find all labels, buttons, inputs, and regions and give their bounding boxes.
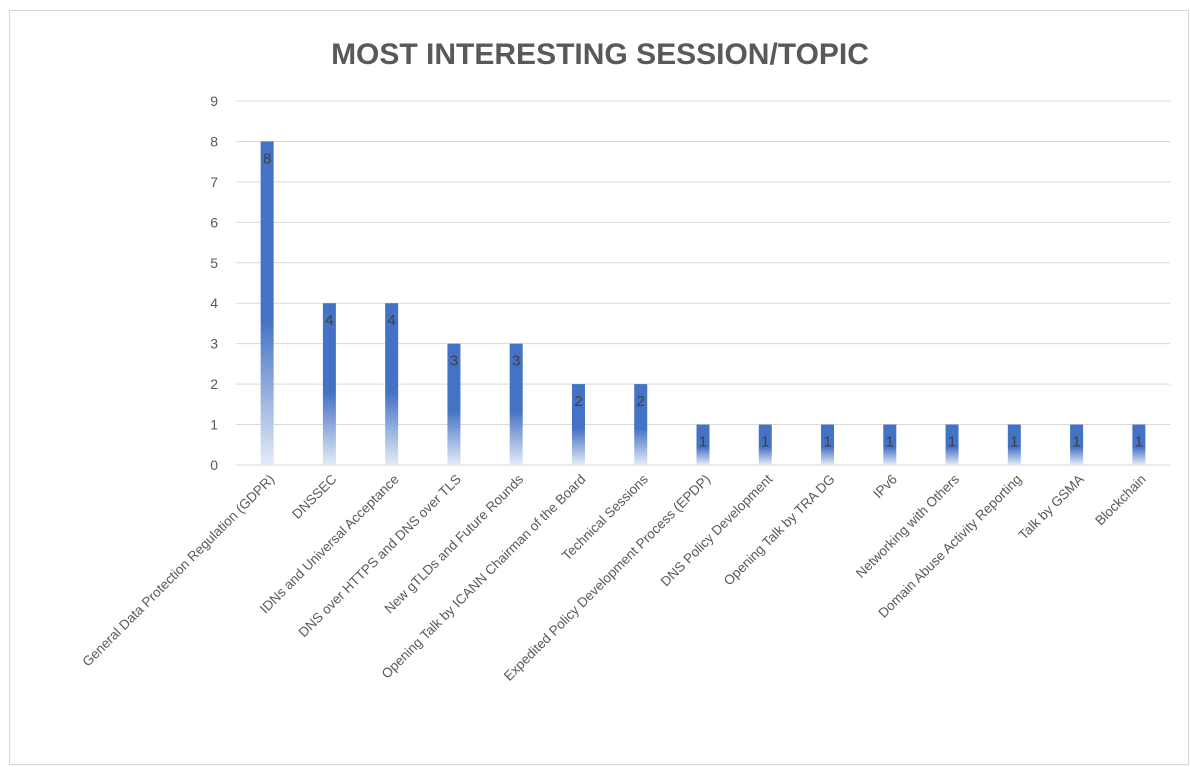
bar — [634, 384, 648, 465]
bar — [883, 424, 897, 465]
x-tick-label: DNS Policy Development — [658, 471, 776, 589]
data-label: 2 — [574, 393, 582, 410]
y-tick-label: 9 — [210, 93, 218, 109]
data-label: 1 — [1135, 434, 1143, 451]
x-tick-label: Blockchain — [1092, 472, 1149, 529]
x-tick-label: DNSSEC — [289, 471, 340, 522]
bar — [1132, 424, 1146, 465]
y-axis-ticks: 0 1 2 3 4 5 6 7 8 9 — [210, 93, 218, 473]
bars — [260, 141, 1146, 465]
y-tick-label: 0 — [210, 457, 218, 473]
y-tick-label: 8 — [210, 133, 218, 149]
data-label: 1 — [761, 434, 769, 451]
y-tick-label: 1 — [210, 417, 218, 433]
data-label: 1 — [823, 434, 831, 451]
bar — [260, 141, 274, 465]
bar — [447, 343, 461, 465]
gridlines — [236, 100, 1170, 466]
x-axis-ticks: General Data Protection Regulation (GDPR… — [79, 471, 1149, 683]
data-label: 4 — [325, 312, 333, 329]
data-label: 1 — [699, 434, 707, 451]
chart-frame — [9, 10, 1189, 765]
data-label: 2 — [637, 393, 645, 410]
data-label: 3 — [450, 353, 458, 370]
y-tick-label: 3 — [210, 336, 218, 352]
bar — [509, 343, 523, 465]
bar — [821, 424, 835, 465]
data-label: 1 — [1072, 434, 1080, 451]
data-label: 3 — [512, 353, 520, 370]
x-tick-label: Opening Talk by TRA DG — [721, 472, 838, 589]
bar — [696, 424, 710, 465]
data-labels: 8 4 4 3 3 2 2 1 1 1 1 1 1 1 1 — [263, 150, 1143, 450]
chart-title: MOST INTERESTING SESSION/TOPIC — [331, 38, 869, 71]
x-tick-label: Expedited Policy Development Process (EP… — [501, 472, 713, 684]
data-label: 1 — [1010, 434, 1018, 451]
y-tick-label: 4 — [210, 295, 218, 311]
data-label: 4 — [387, 312, 395, 329]
y-tick-label: 5 — [210, 255, 218, 271]
bar — [385, 303, 399, 465]
bar — [322, 303, 336, 465]
x-tick-label: General Data Protection Regulation (GDPR… — [79, 472, 277, 670]
y-tick-label: 2 — [210, 376, 218, 392]
data-label: 1 — [948, 434, 956, 451]
bar — [571, 384, 585, 465]
bar — [758, 424, 772, 465]
data-label: 8 — [263, 150, 271, 167]
y-tick-label: 7 — [210, 174, 218, 190]
x-tick-label: Networking with Others — [853, 471, 962, 580]
x-tick-label: Talk by GSMA — [1016, 472, 1087, 543]
y-tick-label: 6 — [210, 214, 218, 230]
data-label: 1 — [886, 434, 894, 451]
bar — [945, 424, 959, 465]
bar — [1070, 424, 1084, 465]
x-tick-label: IPv6 — [870, 472, 900, 502]
bar — [1007, 424, 1021, 465]
